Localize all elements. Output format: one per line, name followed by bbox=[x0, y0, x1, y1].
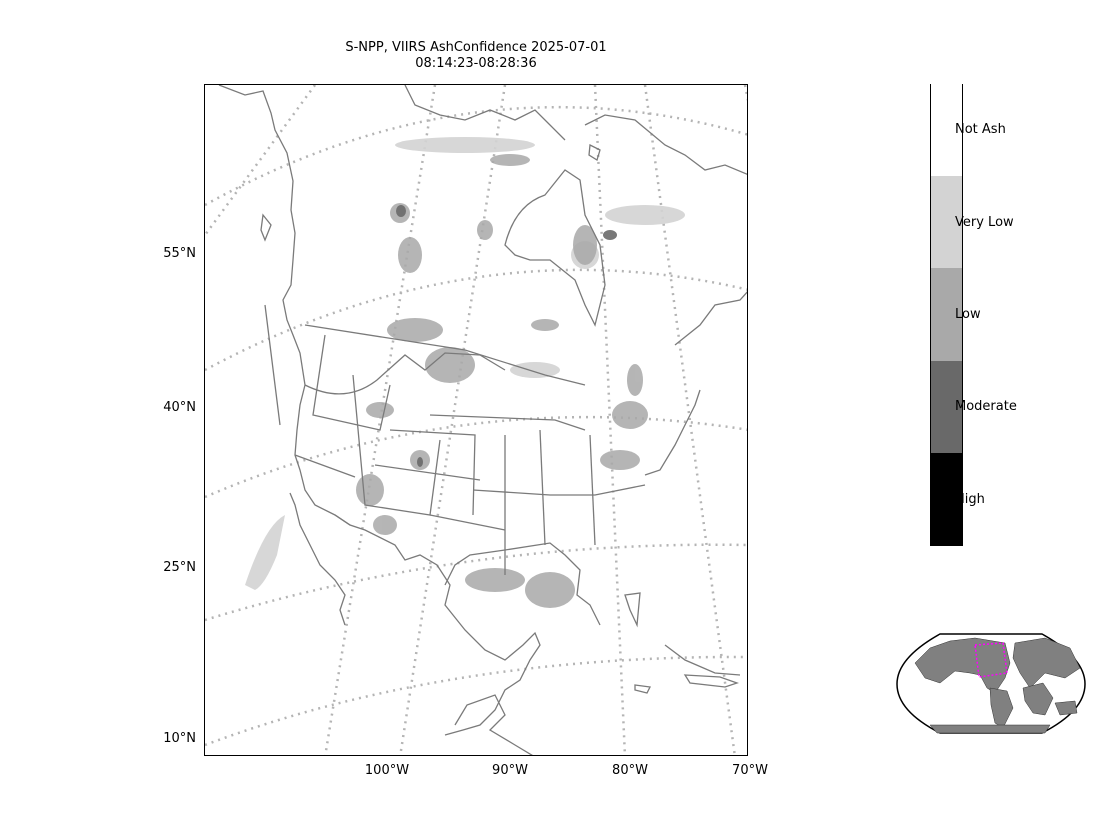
graticule-lat bbox=[205, 415, 747, 499]
lon-label-100w: 100°W bbox=[364, 763, 410, 778]
ash-detections bbox=[245, 137, 685, 608]
lon-label-80w: 80°W bbox=[612, 763, 648, 778]
colorbar-label: Moderate bbox=[955, 399, 1017, 415]
graticule-lon bbox=[399, 85, 507, 755]
graticule-lat bbox=[205, 105, 747, 207]
map-title-line1: S-NPP, VIIRS AshConfidence 2025-07-01 bbox=[345, 40, 607, 55]
graticule-lon bbox=[324, 85, 437, 755]
colorbar-label: Not Ash bbox=[955, 122, 1006, 138]
graticule-lon bbox=[743, 85, 747, 102]
graticule bbox=[205, 85, 747, 755]
colorbar-label: Very Low bbox=[955, 214, 1014, 230]
colorbar bbox=[930, 83, 963, 546]
lat-label-40n: 40°N bbox=[163, 400, 196, 415]
colorbar-segment-not-ash bbox=[931, 83, 962, 176]
lon-label-70w: 70°W bbox=[732, 763, 768, 778]
map-title-line2: 08:14:23-08:28:36 bbox=[415, 56, 537, 71]
lat-label-25n: 25°N bbox=[163, 560, 196, 575]
globe-land bbox=[914, 637, 1081, 734]
colorbar-segment-high bbox=[931, 453, 962, 546]
colorbar-segment-very-low bbox=[931, 175, 962, 269]
lat-label-10n: 10°N bbox=[163, 731, 196, 746]
locator-highlight-box bbox=[974, 642, 1008, 678]
lat-label-55n: 55°N bbox=[163, 246, 196, 261]
colorbar-segment-low bbox=[931, 268, 962, 361]
colorbar-label: High bbox=[955, 491, 985, 507]
graticule-lon bbox=[205, 85, 317, 236]
graticule-lon bbox=[643, 85, 736, 755]
graticule-lat bbox=[205, 268, 747, 372]
map-canvas bbox=[205, 85, 747, 755]
coastlines bbox=[218, 85, 747, 755]
map-title: S-NPP, VIIRS AshConfidence 2025-07-01 08… bbox=[204, 40, 748, 72]
locator-globe bbox=[896, 633, 1086, 734]
lon-label-90w: 90°W bbox=[492, 763, 528, 778]
map-panel[interactable] bbox=[204, 84, 748, 756]
colorbar-label: Low bbox=[955, 307, 981, 322]
islands bbox=[260, 143, 740, 694]
graticule-lon bbox=[593, 85, 627, 755]
graticule-lat bbox=[205, 655, 747, 747]
colorbar-segment-moderate bbox=[931, 360, 962, 454]
